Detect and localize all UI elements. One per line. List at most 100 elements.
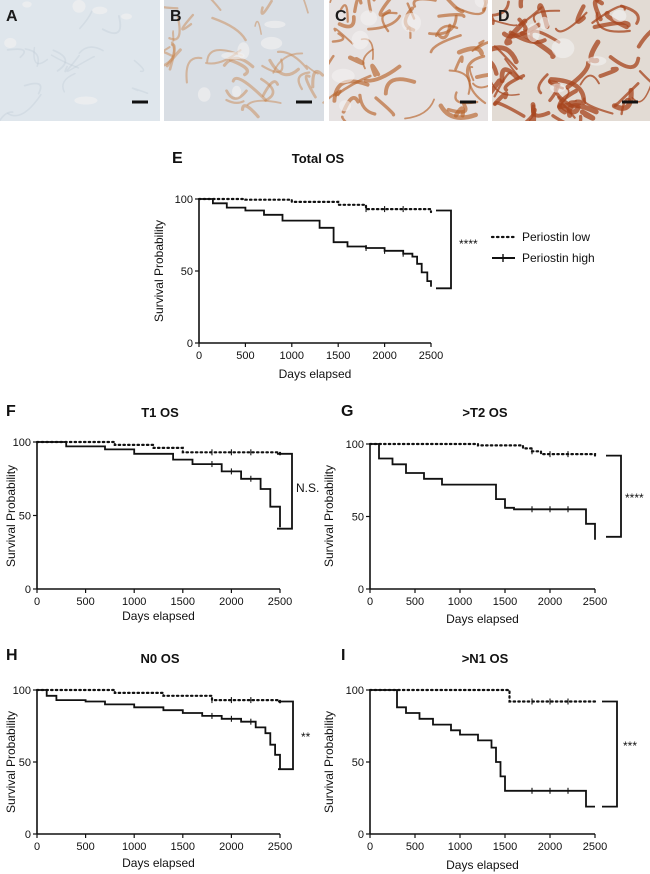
legend: Periostin low Periostin high [490,230,595,265]
chart-n1: I >N1 OS 0 500 1000 1500 2000 2500 0 50 100 Days el… [322,647,637,872]
stain-strand [448,69,471,95]
stain-strand [524,108,537,121]
stain-strand [353,0,363,14]
series-periostin-high [37,441,281,528]
stain-strand [456,46,484,56]
stain-strand [492,19,518,27]
x-tick-label: 1000 [122,596,146,608]
stain-strand [608,55,641,70]
stain-strand [468,81,487,105]
stain-strand [437,23,452,40]
stain-strand [339,4,349,23]
x-tick-label: 1500 [493,596,517,608]
significance-label: *** [623,739,637,753]
stain-strand [363,64,402,83]
series-periostin-high [370,689,595,808]
x-axis-label: Days elapsed [279,367,352,381]
stain-strand [454,55,464,71]
stain-strand [362,48,374,70]
y-tick-label: 50 [19,511,31,523]
x-tick-label: 2500 [419,350,443,362]
significance-bracket [277,452,293,530]
stain-strand [101,15,122,35]
x-tick-label: 1500 [171,596,195,608]
panel-letter: E [172,150,183,167]
stain-strand [329,54,335,66]
tissue-gap [74,96,98,105]
y-tick-label: 100 [13,437,31,449]
tissue-gap [232,85,242,98]
stain-strand [305,64,319,75]
stain-strand [211,16,247,42]
histology-panel-letter: A [6,8,18,25]
y-tick-label: 0 [25,584,31,596]
stain-strand [333,27,354,45]
y-tick-label: 50 [352,512,364,524]
chart-total: E Total OS 0 500 1000 1500 2000 2500 0 50 100 Days … [152,150,478,381]
x-axis-label: Days elapsed [446,612,519,626]
chart-title: >T2 OS [462,405,507,420]
stain-strand [604,10,629,30]
y-tick-label: 50 [19,757,31,769]
stain-strand [164,50,174,58]
stain-strand [374,96,396,117]
stain-strand [171,30,175,42]
y-tick-label: 0 [358,829,364,841]
stain-strand [404,98,435,120]
chart-n0: H N0 OS 0 500 1000 1500 2000 2500 0 50 100 Days ela… [4,647,311,870]
stain-strand [579,74,600,86]
panel-letter: F [6,403,16,420]
x-tick-label: 1500 [493,841,517,853]
series-periostin-low [368,442,597,459]
stain-strand [575,4,586,24]
stain-strand [181,13,195,31]
tissue-gap [339,100,352,112]
y-tick-label: 100 [175,194,193,206]
stain-strand [598,66,619,79]
stain-strand [429,34,462,54]
stain-strand [228,58,250,77]
x-tick-label: 0 [34,841,40,853]
x-tick-label: 2500 [268,596,292,608]
tissue-gap [527,23,540,43]
histology-row: A B C D [0,0,650,121]
stain-strand [0,111,14,121]
stain-strand [611,87,634,111]
stain-strand [558,102,581,115]
x-axis-label: Days elapsed [122,609,195,623]
stain-strand [358,93,377,116]
stain-strand [492,45,519,65]
stain-strand [412,0,437,8]
histology-panel-letter: C [335,8,347,25]
stain-strand [165,48,182,68]
histology-panel-b: B [164,0,324,121]
stain-strand [475,73,488,79]
stain-strand [517,17,528,32]
series-periostin-low [35,440,282,457]
stain-strand [537,73,549,95]
stain-strand [164,46,171,52]
stain-strand [492,78,502,95]
x-tick-label: 500 [236,350,254,362]
stain-strand [260,0,273,15]
series-periostin-high [370,443,596,540]
x-tick-label: 1000 [448,596,472,608]
series-periostin-high [199,198,432,287]
stain-strand [64,54,80,73]
stain-strand [33,46,49,65]
stain-strand [240,104,260,119]
panel-letter: H [6,647,18,664]
series-periostin-high [37,689,281,770]
stain-strand [272,52,304,74]
stain-strand [231,76,267,102]
tissue-gap [550,83,566,93]
stain-strand [565,60,591,90]
stain-strand [636,29,650,49]
survival-charts: E Total OS0 500 1000 1500 2000 2500050100Days … [4,150,644,872]
y-tick-label: 50 [352,757,364,769]
stain-strand [79,10,93,30]
tissue-gap [587,56,607,66]
stain-strand [532,9,561,23]
x-tick-label: 2500 [583,841,607,853]
tissue-gap [197,87,211,102]
